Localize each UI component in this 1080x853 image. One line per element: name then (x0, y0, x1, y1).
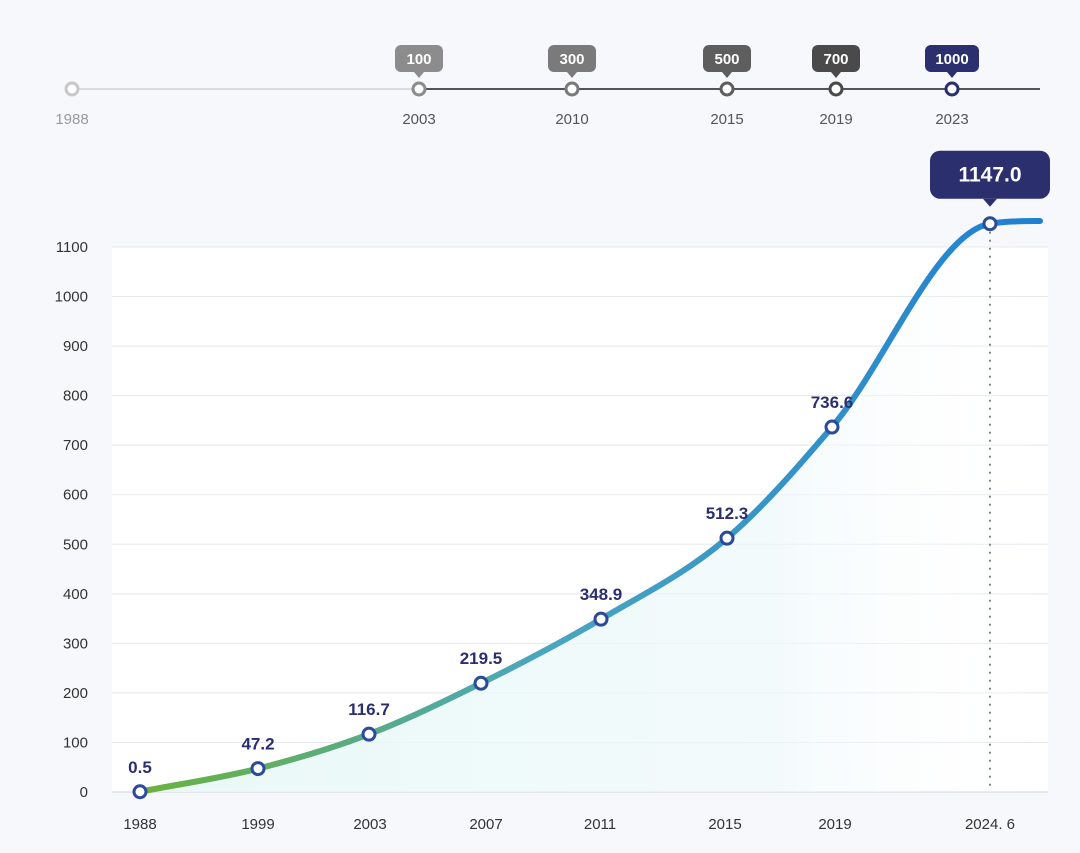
data-point (824, 419, 840, 435)
data-point (361, 726, 377, 742)
milestone-badge-pointer (722, 72, 732, 78)
y-tick-label: 400 (63, 586, 88, 603)
milestone-node (564, 81, 580, 97)
milestone-badge-pointer (831, 72, 841, 78)
y-tick-label: 700 (63, 437, 88, 454)
milestone-badge-pointer (947, 72, 957, 78)
x-tick-label: 2024. 6 (965, 816, 1015, 833)
data-point (473, 675, 489, 691)
milestone-node (719, 81, 735, 97)
y-tick-label: 600 (63, 487, 88, 504)
data-label: 348.9 (580, 585, 623, 604)
y-tick-label: 100 (63, 734, 88, 751)
timeline-start-year: 1988 (55, 111, 88, 128)
x-tick-label: 2007 (469, 816, 502, 833)
y-tick-label: 200 (63, 685, 88, 702)
x-tick-label: 2019 (818, 816, 851, 833)
milestone-badge-pointer (567, 72, 577, 78)
x-axis: 1988 1999 2003 2007 2011 2015 2019 2024. 6 (112, 791, 1048, 833)
milestone-badge (703, 45, 751, 72)
y-tick-label: 0 (80, 784, 88, 801)
y-tick-label: 800 (63, 388, 88, 405)
x-tick-label: 2003 (353, 816, 386, 833)
milestone-badge (395, 45, 443, 72)
milestone-badge (812, 45, 860, 72)
milestone-node (944, 81, 960, 97)
milestone-badge-label: 300 (559, 51, 584, 68)
milestone-badge-pointer (414, 72, 424, 78)
milestone-year: 2003 (402, 111, 435, 128)
milestone-year: 2010 (555, 111, 588, 128)
data-point (132, 784, 148, 800)
y-tick-label: 1100 (56, 239, 88, 256)
data-point (250, 761, 266, 777)
milestone-badge-label: 500 (714, 51, 739, 68)
data-points (132, 216, 998, 800)
milestone-badge-label: 1000 (935, 51, 968, 68)
y-tick-label: 900 (63, 338, 88, 355)
milestone-year: 2019 (819, 111, 852, 128)
y-tick-label: 1000 (55, 289, 88, 306)
milestone-timeline: 1988 100 2003 300 2010 500 2015 700 2019 1000 2023 (55, 45, 1040, 128)
x-tick-label: 1999 (241, 816, 274, 833)
data-label: 47.2 (241, 735, 274, 754)
data-label: 736.6 (811, 393, 854, 412)
data-point (982, 216, 998, 232)
milestone-badge-label: 700 (823, 51, 848, 68)
highlight-callout (930, 150, 1050, 199)
x-tick-label: 1988 (123, 816, 156, 833)
milestone-node (828, 81, 844, 97)
milestone-year: 2023 (935, 111, 968, 128)
data-label: 116.7 (348, 700, 390, 719)
data-point (593, 611, 609, 627)
milestone-badge (548, 45, 596, 72)
y-tick-label: 500 (63, 536, 88, 553)
y-axis: 0 100 200 300 400 500 600 700 800 900 1000 1100 (55, 239, 88, 801)
milestone-badge (925, 45, 979, 72)
series-line (137, 218, 1043, 795)
highlight-callout-pointer (983, 198, 997, 207)
timeline-start-node (64, 81, 80, 97)
highlight-value-label: 1147.0 (958, 164, 1021, 187)
data-label: 512.3 (706, 504, 749, 523)
x-tick-label: 2011 (584, 816, 616, 833)
y-tick-label: 300 (63, 635, 88, 652)
milestone-year: 2015 (710, 111, 743, 128)
data-label: 0.5 (128, 758, 152, 777)
data-point (719, 530, 735, 546)
area-fill (140, 221, 1040, 792)
x-tick-label: 2015 (708, 816, 741, 833)
milestone-badge-label: 100 (406, 51, 431, 68)
milestone-node (411, 81, 427, 97)
data-label: 219.5 (460, 649, 503, 668)
data-labels: 0.5 47.2 116.7 219.5 348.9 512.3 736.6 1147.0 (128, 150, 1050, 777)
